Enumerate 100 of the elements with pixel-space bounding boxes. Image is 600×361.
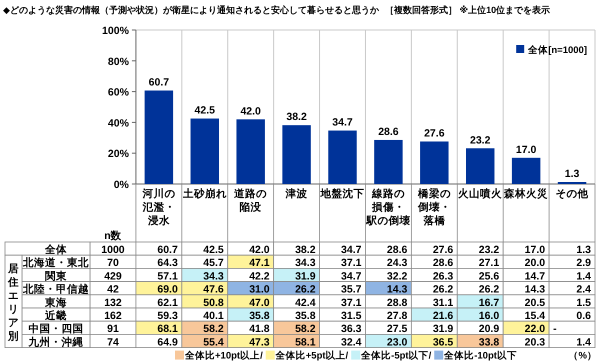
data-label: 42.2 — [249, 270, 270, 282]
data-label: 20.9 — [478, 323, 500, 336]
data-label: 69.0 — [157, 284, 178, 296]
data-label: 17.0 — [524, 244, 546, 256]
data-label: 37.1 — [341, 257, 362, 270]
data-label: 34.7 — [332, 116, 353, 129]
text: 全体比+5pt以上/ — [274, 350, 349, 361]
y-tick-label: 近畿 — [44, 309, 67, 322]
data-label: 60.7 — [157, 244, 178, 256]
bar — [512, 158, 540, 184]
data-label: 27.8 — [386, 310, 408, 322]
y-tick-label: 20% — [108, 148, 130, 160]
data-label: 26.3 — [432, 270, 454, 282]
data-label: 58.2 — [203, 323, 224, 336]
bar — [466, 148, 494, 184]
data-label: 37.1 — [341, 296, 362, 309]
data-label: 38.2 — [286, 111, 307, 124]
text: n数 — [104, 229, 123, 242]
data-label: 21.6 — [432, 310, 454, 322]
data-label: 47.6 — [203, 284, 224, 296]
x-tick-label: 土砂崩れ — [182, 187, 227, 200]
bar — [420, 141, 449, 184]
chart-subtitle: ［複数回答形式］ ※上位10位までを表示 — [384, 5, 550, 15]
bar — [236, 119, 265, 184]
data-label: 41.8 — [249, 323, 270, 336]
data-label: 31.5 — [341, 310, 362, 322]
data-label: 26.2 — [295, 284, 316, 296]
bar — [144, 90, 174, 184]
data-label: 33.8 — [478, 336, 500, 348]
data-label: 28.6 — [378, 126, 399, 138]
data-label: 25.6 — [478, 270, 500, 282]
data-label: 2.9 — [576, 257, 592, 270]
data-label: 47.3 — [249, 336, 270, 348]
data-label: 47.0 — [249, 296, 270, 309]
data-label: 20.5 — [524, 296, 546, 309]
data-label: 31.0 — [249, 284, 270, 296]
text: 全体比-10pt以下 — [443, 350, 517, 361]
data-label: 32.4 — [341, 336, 362, 348]
data-label: 26.2 — [432, 284, 454, 296]
data-label: 36.3 — [341, 323, 362, 336]
data-label: 59.3 — [157, 310, 178, 322]
data-label: 62.1 — [157, 296, 178, 309]
chart-title: ◆どのような災害の情報（予測や状況）が衛星により通知されると安心して暮らせると思うか — [3, 5, 379, 15]
data-label: 40.1 — [203, 310, 224, 322]
data-label: 1.4 — [576, 336, 592, 348]
data-label: 34.7 — [341, 270, 362, 282]
bar — [190, 118, 220, 184]
data-label: 35.7 — [341, 284, 362, 296]
x-tick-label: 橋梁の倒壊・落橋 — [416, 187, 451, 227]
data-label: 132 — [104, 296, 122, 309]
data-label: 24.3 — [386, 257, 408, 270]
text: 全体比-5pt以下/ — [360, 350, 432, 361]
data-label: 42.5 — [194, 104, 216, 117]
data-label: 31.1 — [432, 296, 454, 309]
data-label: 429 — [104, 270, 122, 282]
y-tick-label: 関東 — [45, 269, 68, 282]
x-tick-label: 津波 — [284, 187, 308, 200]
text: 居住エリア別 — [7, 262, 19, 342]
y-tick-label: 東海 — [44, 296, 67, 309]
y-tick-label: 60% — [108, 86, 130, 99]
data-label: 27.6 — [432, 244, 454, 256]
data-label: 27.1 — [478, 257, 500, 270]
data-label: 42.0 — [249, 244, 270, 256]
data-label: 23.2 — [470, 134, 491, 146]
data-label: 162 — [104, 310, 122, 322]
legend-label: 全体[n=1000] — [527, 44, 587, 56]
data-label: 16.7 — [478, 296, 500, 309]
data-label: 28.8 — [386, 296, 408, 309]
bar — [374, 140, 403, 184]
data-label: 0.6 — [576, 310, 592, 322]
data-label: 64.9 — [157, 336, 178, 348]
text: （%） — [568, 350, 597, 361]
y-tick-label: 九州・沖縄 — [28, 335, 84, 348]
data-label: 20.3 — [524, 336, 546, 348]
data-label: 55.4 — [203, 336, 224, 348]
y-tick-label: 全体 — [44, 243, 68, 256]
data-label: 34.3 — [203, 270, 224, 282]
x-tick-label: 森林火災 — [503, 187, 548, 200]
x-tick-label: 火山噴火 — [458, 187, 504, 200]
data-label: 34.3 — [295, 257, 316, 270]
text: - — [553, 323, 557, 336]
x-tick-label: 地盤沈下 — [320, 187, 364, 200]
x-tick-label: 線路の損傷・駅の倒壊 — [365, 187, 410, 227]
data-label: 1.5 — [576, 296, 592, 309]
data-label: 47.1 — [249, 257, 270, 270]
y-tick-label: 0% — [114, 179, 130, 191]
data-label: 31.9 — [295, 270, 316, 282]
bar — [328, 130, 357, 184]
data-label: 31.9 — [432, 323, 454, 336]
data-label: 60.7 — [148, 76, 170, 89]
x-tick-label: 河川の氾濫・浸水 — [141, 187, 176, 227]
data-label: 42.0 — [240, 105, 262, 118]
data-label: 35.8 — [295, 310, 316, 322]
data-label: 57.1 — [157, 270, 178, 282]
data-label: 22.0 — [524, 323, 546, 336]
data-label: 17.0 — [516, 144, 537, 156]
x-tick-label: その他 — [556, 187, 590, 200]
data-label: 15.4 — [524, 310, 546, 322]
data-label: 45.7 — [203, 257, 224, 270]
data-label: 64.3 — [157, 257, 178, 270]
